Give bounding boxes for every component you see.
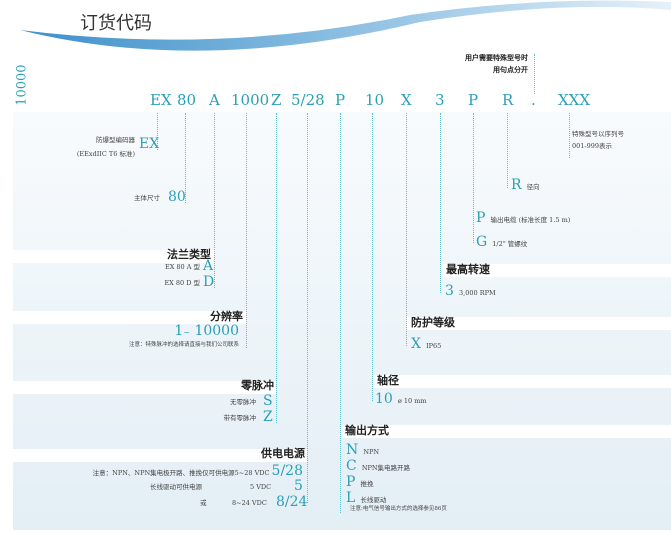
- flange-title: 法兰类型: [167, 248, 211, 261]
- power-row-3-desc: 或: [200, 499, 207, 507]
- code-dot: .: [531, 91, 536, 109]
- output-row-p: P 推挽: [346, 474, 374, 490]
- direction-row: R 径向: [511, 177, 540, 193]
- section-header-band: [13, 250, 214, 263]
- resolution-note: 注意：特殊脉冲的选择请直接与我们公司联系: [128, 342, 239, 348]
- shaft-row: 10 ø 10 mm: [375, 391, 427, 407]
- section-header-band: [406, 317, 671, 330]
- special-desc: 特殊型号以序列号 001-999表示: [572, 130, 624, 150]
- code-zero: Z: [271, 91, 282, 109]
- side-label: 10000: [14, 64, 30, 106]
- code-speed: 3: [435, 91, 445, 109]
- power-row-3-volt: 8~24 VDC: [232, 499, 267, 507]
- section-header-band: [372, 375, 671, 388]
- section-header-band: [340, 425, 671, 438]
- size-desc: 主体尺寸: [134, 194, 160, 202]
- code-power: 5/28: [291, 91, 325, 109]
- section-header-band: [440, 264, 671, 277]
- output-row-l: L 长线驱动: [346, 490, 387, 506]
- zero-s-code: S: [263, 393, 273, 409]
- dotted-line: [246, 113, 247, 348]
- dotted-line: [276, 113, 277, 423]
- zero-title: 零脉冲: [241, 379, 274, 392]
- code-size: 80: [177, 91, 197, 109]
- dotted-line: [406, 113, 407, 346]
- code-output: P: [335, 91, 346, 109]
- code-cable: P: [468, 91, 479, 109]
- power-row-2-code: 5: [294, 478, 303, 494]
- dotted-line: [340, 113, 341, 513]
- dotted-line: [534, 54, 535, 94]
- separator-note: 用户需要特殊型号时 用句点分开: [465, 53, 528, 74]
- output-row-n: N NPN: [346, 442, 380, 458]
- code-special: XXX: [558, 91, 591, 109]
- dotted-line: [372, 113, 373, 401]
- flange-a-desc: EX 80 A 型: [164, 263, 200, 271]
- shaft-title: 轴径: [377, 374, 399, 387]
- output-row-c: C NPN集电路开路: [346, 458, 411, 474]
- section-header-band: [13, 311, 246, 324]
- output-title: 输出方式: [345, 424, 389, 437]
- dotted-line: [507, 113, 508, 188]
- flange-a-code: A: [203, 258, 214, 274]
- dotted-line: [307, 113, 308, 503]
- flange-d-code: D: [203, 274, 215, 290]
- dotted-line: [473, 113, 474, 243]
- dotted-line: [157, 113, 158, 150]
- cable-row-g: G 1/2" 管螺纹: [476, 234, 528, 250]
- power-row-2-desc: 长线驱动可供电源: [150, 483, 202, 491]
- size-code: 80: [168, 189, 186, 205]
- code-shaft: 10: [365, 91, 385, 109]
- dotted-line: [185, 113, 186, 203]
- power-title: 供电电源: [261, 447, 305, 460]
- dotted-line: [440, 113, 441, 293]
- section-header-band: [13, 449, 307, 462]
- code-flange: A: [209, 91, 220, 109]
- dotted-line: [214, 113, 215, 288]
- zero-z-code: Z: [263, 409, 273, 425]
- section-header-band: [13, 381, 276, 394]
- power-row-2-volt: 5 VDC: [250, 483, 272, 491]
- dotted-line: [569, 113, 570, 158]
- code-protection: X: [401, 91, 412, 109]
- resolution-range: 1~ 10000: [174, 323, 239, 339]
- resolution-title: 分辨率: [210, 310, 243, 323]
- zero-s-desc: 无零脉冲: [230, 398, 256, 406]
- code-direction: R: [502, 91, 514, 109]
- zero-z-desc: 带有零脉冲: [223, 414, 257, 422]
- protection-row: X IP65: [411, 336, 442, 352]
- header-swoosh: [20, 0, 671, 51]
- speed-row: 3 3,000 RPM: [445, 283, 496, 299]
- power-row-1: 注意：NPN、NPN集电极开路、推挽仅可供电源5~28 VDC 5/28: [92, 463, 303, 479]
- ex-desc: 防爆型编码器 (EExdIIC T6 标准): [76, 136, 135, 158]
- page-title: 订货代码: [80, 13, 152, 34]
- speed-title: 最高转速: [446, 263, 490, 276]
- ex-code: EX: [139, 136, 160, 152]
- output-note: 注意:电气信号输出方式的选择参见86页: [350, 506, 447, 512]
- protection-title: 防护等级: [411, 316, 455, 329]
- cable-row-p: P 输出电缆 (标准长度 1.5 m): [476, 210, 571, 226]
- power-row-3-code: 8/24: [276, 494, 308, 510]
- code-ex: EX: [150, 91, 172, 109]
- flange-d-desc: EX 80 D 型: [164, 279, 200, 287]
- code-resolution: 1000: [231, 91, 270, 109]
